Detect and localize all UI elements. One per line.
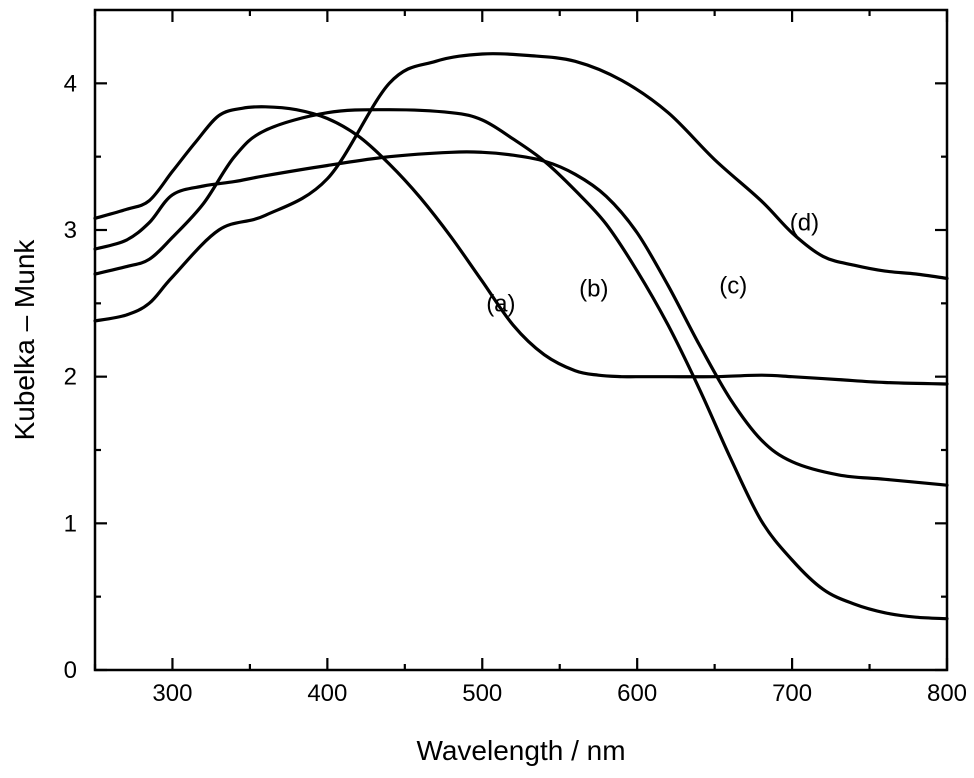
series-line-d — [93, 52, 949, 323]
x-tick-label: 600 — [617, 680, 657, 707]
y-tick-label: 3 — [64, 217, 77, 244]
tick-labels: 300 400 500 600 700 800 0 1 2 3 4 — [64, 70, 967, 707]
y-tick-label: 2 — [64, 364, 77, 391]
curve-labels: (a) (b) (c) (d) — [486, 210, 819, 318]
axis-ticks — [93, 10, 949, 672]
curve-label-c: (c) — [719, 273, 747, 300]
series-line-c — [93, 108, 949, 621]
x-tick-label: 800 — [927, 680, 967, 707]
series-group — [93, 52, 949, 621]
series-line-a — [93, 105, 949, 386]
y-tick-label: 1 — [64, 510, 77, 537]
x-tick-label: 500 — [462, 680, 502, 707]
curve-label-d: (d) — [790, 210, 819, 237]
y-tick-label: 0 — [64, 657, 77, 684]
curve-label-b: (b) — [579, 276, 608, 303]
x-tick-label: 400 — [307, 680, 347, 707]
x-tick-label: 700 — [772, 680, 812, 707]
y-axis-title: Kubelka – Munk — [9, 239, 40, 441]
curve-label-a: (a) — [486, 290, 515, 317]
series-line-b — [93, 150, 949, 487]
y-tick-label: 4 — [64, 70, 77, 97]
x-tick-label: 300 — [152, 680, 192, 707]
plot-frame — [93, 8, 949, 672]
x-axis-title: Wavelength / nm — [416, 735, 625, 766]
